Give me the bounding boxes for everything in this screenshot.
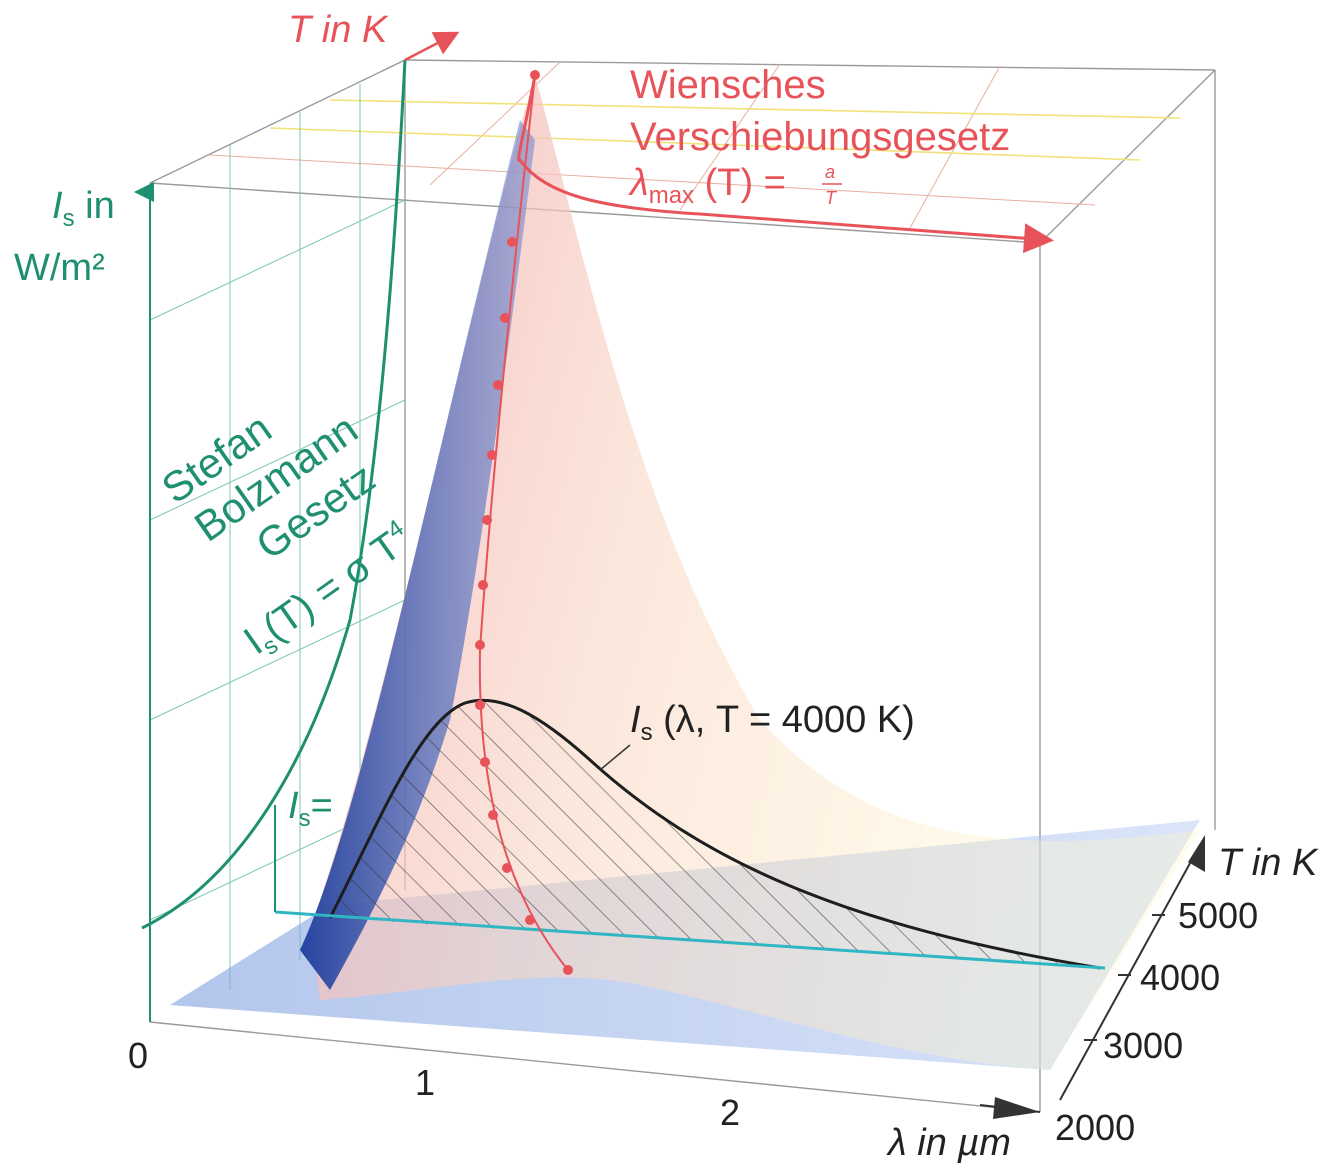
- t-axis-top-arrow: [404, 31, 460, 62]
- lambda-tick-1: 1: [415, 1062, 435, 1103]
- green-wall-grid: [149, 84, 406, 990]
- wien-formula: λmax (T) =: [628, 162, 786, 209]
- t-axis-right-label: T in K: [1218, 842, 1319, 884]
- blue-face: [300, 120, 535, 990]
- is-axis-unit: W/m²: [14, 247, 105, 289]
- curve-4000k-label: Is (λ, T = 4000 K): [630, 699, 915, 746]
- lambda-arrow-head: [993, 1097, 1040, 1119]
- curve-4000k: [328, 698, 1101, 970]
- baseline-4000k: [274, 910, 1106, 970]
- t-tick-2000: 2000: [1055, 1107, 1135, 1148]
- curve-label-leader: [599, 744, 631, 771]
- wien-title-1: Wiensches: [630, 63, 826, 107]
- is-axis-label: Is in: [52, 185, 115, 232]
- wien-dots: [475, 70, 573, 975]
- t-axis-ticks: [1084, 914, 1165, 1041]
- wien-formula-den: T: [825, 188, 838, 208]
- t-axis-right-arrow-head: [1188, 835, 1205, 872]
- stefan-label-group: Stefan Bolzmann Gesetz Is(T) = σ T4: [153, 404, 409, 663]
- stefan-boltzmann-curve: [141, 59, 407, 930]
- lambda-tick-0: 0: [128, 1035, 148, 1076]
- lambda-axis-label: λ in µm: [886, 1122, 1011, 1164]
- t-tick-5000: 5000: [1178, 895, 1258, 936]
- wien-curve-top: [517, 74, 1054, 254]
- wien-title-2: Verschiebungsgesetz: [630, 115, 1010, 159]
- t-tick-4000: 4000: [1140, 957, 1220, 998]
- t-axis-top-label: T in K: [288, 9, 389, 51]
- t-axis-right-arrow: [1059, 844, 1201, 1101]
- hatched-4000k-area: [330, 700, 1100, 968]
- lambda-tick-2: 2: [720, 1092, 740, 1133]
- is-equals-label: Is=: [288, 785, 333, 832]
- wien-dotted-line: [478, 74, 569, 971]
- t-tick-3000: 3000: [1103, 1025, 1183, 1066]
- wien-formula-num: a: [825, 162, 835, 182]
- yellow-top-lines: [269, 99, 1181, 161]
